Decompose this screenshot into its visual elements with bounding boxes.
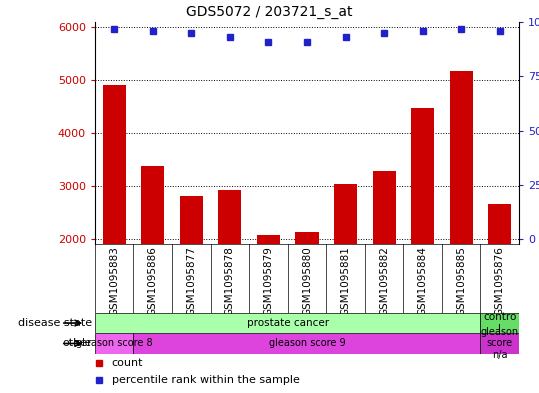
Text: GDS5072 / 203721_s_at: GDS5072 / 203721_s_at bbox=[186, 6, 353, 19]
Text: disease state: disease state bbox=[18, 318, 92, 328]
Text: GSM1095878: GSM1095878 bbox=[225, 246, 235, 316]
Bar bbox=[295, 232, 319, 244]
Text: prostate cancer: prostate cancer bbox=[247, 318, 329, 328]
Text: GSM1095884: GSM1095884 bbox=[418, 246, 427, 316]
Text: GSM1095880: GSM1095880 bbox=[302, 246, 312, 316]
Text: GSM1095881: GSM1095881 bbox=[341, 246, 350, 316]
Bar bbox=[134, 333, 480, 354]
Text: gleason
score
n/a: gleason score n/a bbox=[481, 327, 519, 360]
Bar bbox=[179, 196, 203, 244]
Bar bbox=[334, 184, 357, 244]
Bar bbox=[95, 333, 134, 354]
Bar bbox=[141, 166, 164, 244]
Text: contro
l: contro l bbox=[483, 312, 516, 334]
Text: GSM1095877: GSM1095877 bbox=[186, 246, 196, 316]
Text: GSM1095885: GSM1095885 bbox=[456, 246, 466, 316]
Text: GSM1095882: GSM1095882 bbox=[379, 246, 389, 316]
Bar bbox=[372, 171, 396, 244]
Bar bbox=[218, 190, 241, 244]
Text: gleason score 9: gleason score 9 bbox=[268, 338, 345, 349]
Text: percentile rank within the sample: percentile rank within the sample bbox=[112, 375, 300, 385]
Text: count: count bbox=[112, 358, 143, 367]
Bar bbox=[488, 204, 512, 244]
Text: GSM1095883: GSM1095883 bbox=[109, 246, 119, 316]
Bar bbox=[102, 85, 126, 244]
Bar bbox=[480, 333, 519, 354]
Text: gleason score 8: gleason score 8 bbox=[76, 338, 153, 349]
Text: GSM1095886: GSM1095886 bbox=[148, 246, 158, 316]
Text: other: other bbox=[63, 338, 92, 349]
Bar bbox=[257, 235, 280, 244]
Bar bbox=[411, 108, 434, 244]
Bar bbox=[450, 71, 473, 244]
Text: GSM1095876: GSM1095876 bbox=[495, 246, 505, 316]
Bar bbox=[480, 313, 519, 333]
Text: GSM1095879: GSM1095879 bbox=[264, 246, 273, 316]
